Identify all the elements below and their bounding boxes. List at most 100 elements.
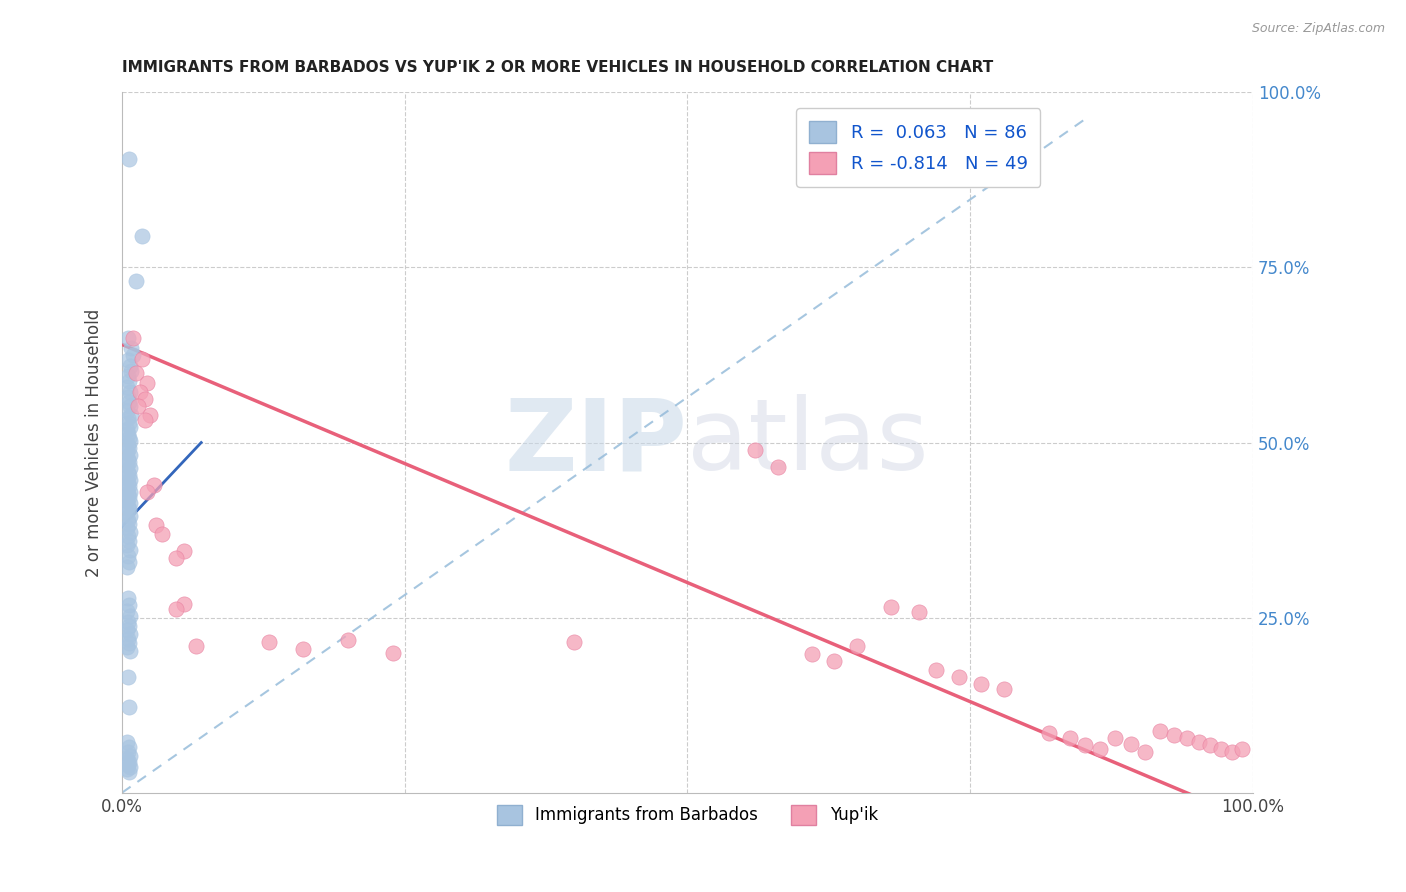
Point <box>118 525 141 540</box>
Point <box>993 681 1015 696</box>
Point <box>129 385 152 400</box>
Point <box>165 551 187 566</box>
Point <box>134 392 156 406</box>
Point <box>115 604 138 618</box>
Point <box>1163 728 1185 742</box>
Point <box>115 640 138 654</box>
Point <box>880 600 903 615</box>
Point <box>118 479 141 493</box>
Point <box>115 404 138 418</box>
Point <box>117 330 139 344</box>
Point <box>165 602 187 616</box>
Point <box>117 529 139 543</box>
Point <box>115 735 138 749</box>
Point <box>150 526 173 541</box>
Point <box>117 591 139 605</box>
Point <box>117 411 139 425</box>
Point <box>115 506 138 520</box>
Point <box>122 330 145 344</box>
Point <box>117 499 139 513</box>
Point <box>1104 731 1126 745</box>
Point <box>118 533 141 548</box>
Point <box>1149 724 1171 739</box>
Point <box>117 427 139 442</box>
Point <box>124 366 146 380</box>
Point <box>115 492 138 507</box>
Point <box>120 341 142 355</box>
Point <box>115 444 138 458</box>
Point <box>122 348 145 362</box>
Point <box>118 448 141 462</box>
Text: IMMIGRANTS FROM BARBADOS VS YUP'IK 2 OR MORE VEHICLES IN HOUSEHOLD CORRELATION C: IMMIGRANTS FROM BARBADOS VS YUP'IK 2 OR … <box>122 60 993 75</box>
Point <box>118 543 141 558</box>
Point <box>136 484 159 499</box>
Point <box>115 538 138 552</box>
Point <box>142 477 165 491</box>
Point <box>115 423 138 437</box>
Point <box>117 670 139 684</box>
Point <box>1175 731 1198 745</box>
Point <box>118 431 141 445</box>
Point <box>124 275 146 289</box>
Point <box>117 437 139 451</box>
Point <box>1211 741 1233 756</box>
Point <box>117 352 139 367</box>
Point <box>118 359 141 373</box>
Point <box>118 644 141 658</box>
Point <box>117 615 139 629</box>
Point <box>173 597 195 611</box>
Point <box>744 442 766 457</box>
Point <box>131 351 153 366</box>
Point <box>118 509 141 524</box>
Point <box>118 516 141 531</box>
Point <box>1222 745 1244 759</box>
Point <box>948 670 970 684</box>
Point <box>118 636 141 650</box>
Point <box>1187 735 1209 749</box>
Point <box>173 544 195 558</box>
Point <box>118 619 141 633</box>
Point <box>118 490 141 504</box>
Point <box>115 560 138 574</box>
Point <box>115 379 138 393</box>
Point <box>117 476 139 491</box>
Point <box>118 755 141 769</box>
Point <box>118 484 141 499</box>
Point <box>118 502 141 516</box>
Point <box>117 757 139 772</box>
Point <box>823 654 845 668</box>
Point <box>925 663 948 677</box>
Point <box>118 374 141 388</box>
Point <box>1119 737 1142 751</box>
Point <box>337 632 360 647</box>
Point <box>117 549 139 563</box>
Point <box>115 752 138 766</box>
Point <box>134 413 156 427</box>
Point <box>184 639 207 653</box>
Point <box>145 518 167 533</box>
Point <box>800 647 823 661</box>
Point <box>127 399 149 413</box>
Point <box>1038 726 1060 740</box>
Point <box>291 642 314 657</box>
Point <box>118 700 141 714</box>
Point <box>118 555 141 569</box>
Point <box>120 364 142 378</box>
Text: Source: ZipAtlas.com: Source: ZipAtlas.com <box>1251 22 1385 36</box>
Point <box>139 408 162 422</box>
Point <box>118 467 141 482</box>
Point <box>118 399 141 413</box>
Point <box>118 496 141 510</box>
Point <box>118 609 141 624</box>
Legend: Immigrants from Barbados, Yup'ik: Immigrants from Barbados, Yup'ik <box>488 797 886 833</box>
Point <box>117 632 139 646</box>
Point <box>846 639 869 653</box>
Point <box>564 635 586 649</box>
Point <box>257 635 280 649</box>
Point <box>118 455 141 469</box>
Point <box>118 461 141 475</box>
Point <box>118 420 141 434</box>
Point <box>120 408 142 422</box>
Point <box>1230 742 1253 756</box>
Point <box>118 627 141 641</box>
